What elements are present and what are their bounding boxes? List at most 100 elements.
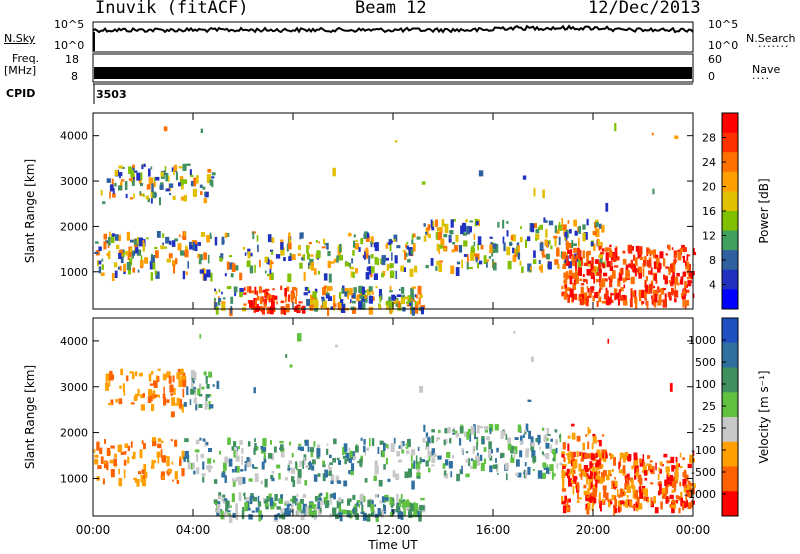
echo-cell: [674, 276, 679, 285]
echo-cell: [190, 180, 194, 187]
echo-cell: [159, 197, 161, 206]
echo-cell: [141, 440, 144, 445]
echo-cell: [182, 270, 186, 280]
echo-cell: [526, 236, 531, 242]
echo-cell: [139, 372, 143, 377]
echo-cell: [133, 193, 135, 199]
echo-cell: [362, 495, 366, 502]
echo-cell: [561, 501, 566, 505]
echo-cell: [181, 181, 184, 190]
colorbar-swatch: [722, 152, 738, 173]
echo-cell: [618, 461, 620, 470]
echo-cell: [425, 231, 428, 235]
echo-cell: [190, 174, 194, 178]
echo-cell: [638, 486, 642, 493]
echo-cell: [550, 245, 553, 250]
echo-cell: [274, 514, 278, 520]
echo-cell: [591, 484, 595, 487]
echo-cell: [671, 489, 675, 493]
echo-cell: [635, 299, 638, 309]
echo-cell: [274, 494, 278, 501]
echo-cell: [250, 493, 254, 496]
echo-cell: [671, 247, 674, 250]
colorbar-tick-label: 100: [695, 378, 716, 391]
echo-cell: [630, 288, 633, 294]
echo-cell: [506, 246, 511, 256]
echo-cell: [532, 456, 537, 463]
echo-cell: [363, 445, 366, 453]
echo-cell: [622, 453, 625, 460]
echo-cell: [173, 264, 176, 274]
echo-cell: [542, 453, 548, 457]
echo-cell: [452, 432, 455, 435]
echo-cell: [572, 283, 576, 291]
echo-cell: [267, 259, 270, 265]
echo-cell: [207, 254, 210, 264]
echo-cell: [123, 459, 127, 466]
echo-cell: [573, 469, 576, 474]
echo-cell: [562, 466, 566, 469]
echo-cell: [270, 474, 274, 480]
echo-cell: [98, 260, 102, 265]
echo-cell: [590, 241, 594, 246]
echo-cell: [358, 503, 361, 508]
echo-cell: [350, 271, 353, 278]
echo-cell: [403, 267, 406, 272]
echo-cell: [582, 442, 585, 451]
echo-cell: [587, 250, 591, 256]
echo-cell: [595, 467, 600, 470]
echo-cell: [256, 290, 259, 296]
echo-cell: [607, 499, 612, 502]
echo-cell: [598, 470, 601, 475]
echo-cell: [590, 273, 594, 277]
echo-cell: [348, 457, 352, 464]
echo-cell: [687, 254, 691, 257]
echo-cell: [410, 453, 413, 462]
echo-cell: [562, 464, 567, 467]
echo-cell: [471, 458, 474, 461]
echo-cell: [612, 270, 616, 279]
echo-cell: [136, 479, 140, 487]
echo-cell: [314, 495, 319, 502]
echo-cell: [512, 255, 517, 262]
echo-cell: [198, 259, 202, 265]
echo-cell: [541, 451, 544, 455]
echo-cell: [475, 219, 479, 223]
echo-cell: [386, 263, 389, 271]
echo-cell: [384, 497, 389, 501]
echo-cell: [335, 344, 339, 348]
echo-cell: [646, 259, 652, 267]
echo-cell: [316, 240, 318, 243]
echo-cell: [689, 490, 693, 494]
echo-cell: [555, 429, 558, 433]
echo-cell: [413, 508, 418, 518]
echo-cell: [421, 306, 424, 315]
echo-cell: [400, 265, 404, 272]
echo-cell: [562, 224, 567, 230]
echo-cell: [272, 502, 277, 507]
echo-cell: [503, 242, 506, 252]
echo-cell: [370, 254, 374, 259]
echo-cell: [671, 499, 675, 504]
echo-cell: [263, 300, 267, 304]
echo-cell: [150, 272, 153, 281]
echo-cell: [601, 453, 604, 459]
echo-cell: [546, 427, 549, 434]
echo-cell: [586, 453, 591, 459]
echo-cell: [650, 482, 654, 485]
echo-cell: [440, 238, 445, 246]
echo-cell: [378, 480, 383, 487]
echo-cell: [685, 261, 690, 270]
echo-cell: [270, 295, 275, 303]
echo-cell: [541, 249, 545, 255]
echo-cell: [161, 440, 164, 443]
echo-cell: [396, 245, 401, 249]
echo-cell: [216, 511, 220, 517]
echo-cell: [249, 265, 254, 274]
echo-cell: [335, 475, 339, 483]
echo-cell: [199, 254, 203, 261]
echo-cell: [278, 473, 281, 480]
echo-cell: [271, 477, 275, 482]
power-colorbar-label: Power [dB]: [757, 178, 771, 243]
